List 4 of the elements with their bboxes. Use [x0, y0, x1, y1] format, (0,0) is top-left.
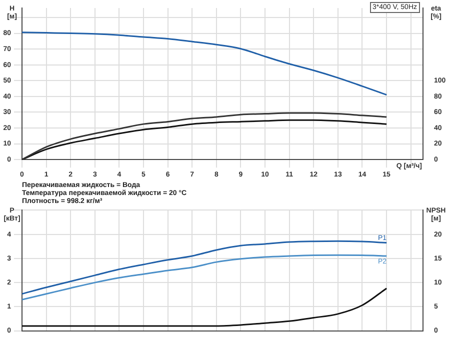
- line-series: [22, 240, 388, 295]
- line-series: [22, 254, 388, 300]
- line-series: [22, 288, 388, 327]
- line-series: [22, 32, 388, 96]
